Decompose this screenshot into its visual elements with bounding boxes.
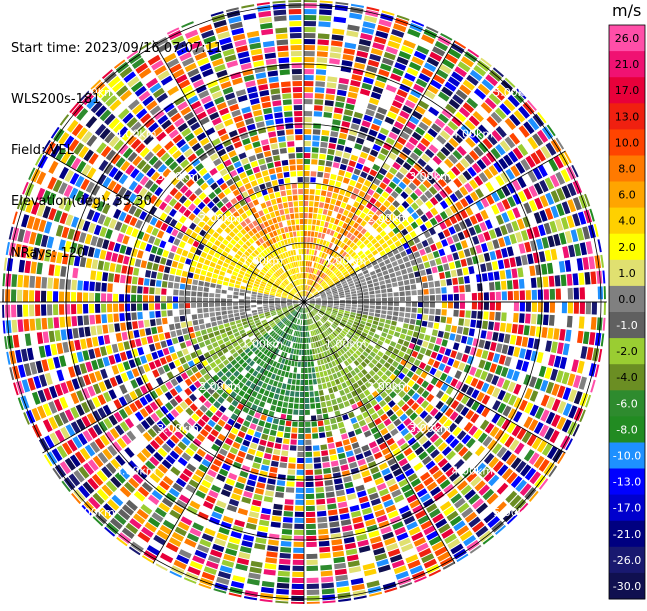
colorbar-swatch — [609, 129, 645, 156]
ring-label: 4.00km — [452, 464, 494, 477]
colorbar-tick: -10.0 — [613, 450, 641, 463]
colorbar-swatch — [609, 77, 645, 104]
colorbar: 26.0 21.0 17.0 13.0 10.0 8.0 6.0 4.0 2.0 1.0 0.0 -1… — [608, 24, 646, 600]
colorbar-tick: -8.0 — [616, 423, 637, 436]
colorbar-swatch — [609, 442, 645, 470]
colorbar-tick: -4.0 — [616, 371, 637, 384]
colorbar-tick: 4.0 — [618, 215, 636, 228]
azimuth-spoke — [42, 150, 305, 303]
colorbar-swatch — [609, 207, 645, 235]
colorbar-swatch — [609, 285, 645, 313]
colorbar-swatch — [609, 181, 645, 209]
ring-label: 2.00km — [199, 380, 241, 393]
azimuth-spoke — [303, 301, 456, 564]
colorbar-tick: 8.0 — [618, 163, 636, 176]
colorbar-swatch — [609, 103, 645, 130]
colorbar-tick: 1.0 — [618, 267, 636, 280]
colorbar-swatch — [609, 233, 645, 261]
colorbar-swatch — [609, 51, 645, 78]
ring-label: 1.00km — [242, 254, 284, 267]
colorbar-swatch — [609, 520, 645, 548]
ring-label: 3.00km — [409, 422, 451, 435]
ring-label: 3.00km — [157, 422, 199, 435]
start-time-label: Start time: 2023/09/16 07:07:11 — [11, 41, 223, 56]
colorbar-tick: 2.0 — [618, 241, 636, 254]
ring-label: 1.00km — [242, 338, 284, 351]
colorbar-tick: 26.0 — [615, 32, 640, 45]
ring-label: 4.00km — [452, 128, 494, 141]
azimuth-spoke — [303, 40, 456, 303]
ring-label: 5.00km — [73, 506, 115, 519]
ring-label: 1.00km — [325, 338, 367, 351]
ring-label: 4.00km — [115, 464, 157, 477]
colorbar-swatch — [609, 494, 645, 522]
colorbar-unit: m/s — [612, 1, 642, 20]
colorbar-tick: 13.0 — [615, 110, 640, 123]
colorbar-swatch — [609, 468, 645, 496]
ring-label: 2.00km — [199, 212, 241, 225]
ring-labels: 1.00km 1.00km 1.00km 1.00km 2.00km 2.00km 2.00… — [73, 86, 535, 519]
colorbar-tick: -30.0 — [613, 580, 641, 593]
colorbar-tick: -13.0 — [613, 476, 641, 489]
field-label: Field: VEL — [11, 143, 74, 158]
azimuth-spoke — [152, 40, 305, 303]
ring-label: 2.00km — [367, 380, 409, 393]
elevation-label: Elevation(deg): 35.30 — [11, 194, 152, 209]
instrument-label: WLS200s-181 — [11, 92, 101, 107]
colorbar-swatch — [609, 25, 645, 52]
colorbar-swatch — [609, 259, 645, 287]
metadata-panel: Start time: 2023/09/16 07:07:11 WLS200s-… — [11, 6, 222, 296]
ring-label: 2.00km — [367, 212, 409, 225]
colorbar-swatch — [609, 312, 645, 339]
range-rings — [0, 0, 607, 604]
ring-label: 3.00km — [157, 170, 199, 183]
colorbar-tick: -21.0 — [613, 528, 641, 541]
colorbar-swatch — [609, 416, 645, 443]
colorbar-tick: -26.0 — [613, 554, 641, 567]
colorbar-tick: 6.0 — [618, 189, 636, 202]
azimuth-spoke — [303, 301, 566, 454]
ring-label: 1.00km — [325, 254, 367, 267]
ring-label: 5.00km — [493, 86, 535, 99]
colorbar-tick: 21.0 — [615, 58, 640, 71]
ring-label: 4.00km — [115, 128, 157, 141]
ring-label: 5.00km — [73, 86, 115, 99]
colorbar-swatch — [609, 390, 645, 417]
colorbar-tick: 10.0 — [615, 136, 640, 149]
ring-label: 5.00km — [493, 506, 535, 519]
azimuth-spoke — [42, 301, 305, 454]
colorbar-swatch — [609, 572, 645, 600]
colorbar-tick: -6.0 — [616, 397, 637, 410]
colorbar-tick: 17.0 — [615, 84, 640, 97]
nrays-label: NRays: 120 — [11, 246, 86, 261]
colorbar-tick: -1.0 — [616, 319, 637, 332]
colorbar-tick: -17.0 — [613, 502, 641, 515]
colorbar-tick: -2.0 — [616, 345, 637, 358]
colorbar-tick: 0.0 — [618, 293, 636, 306]
colorbar-swatch — [609, 155, 645, 183]
colorbar-swatch — [609, 338, 645, 365]
colorbar-swatch — [609, 364, 645, 391]
azimuth-spoke — [303, 150, 566, 303]
azimuth-spoke — [152, 301, 305, 564]
colorbar-swatch — [609, 546, 645, 574]
ring-label: 3.00km — [409, 170, 451, 183]
